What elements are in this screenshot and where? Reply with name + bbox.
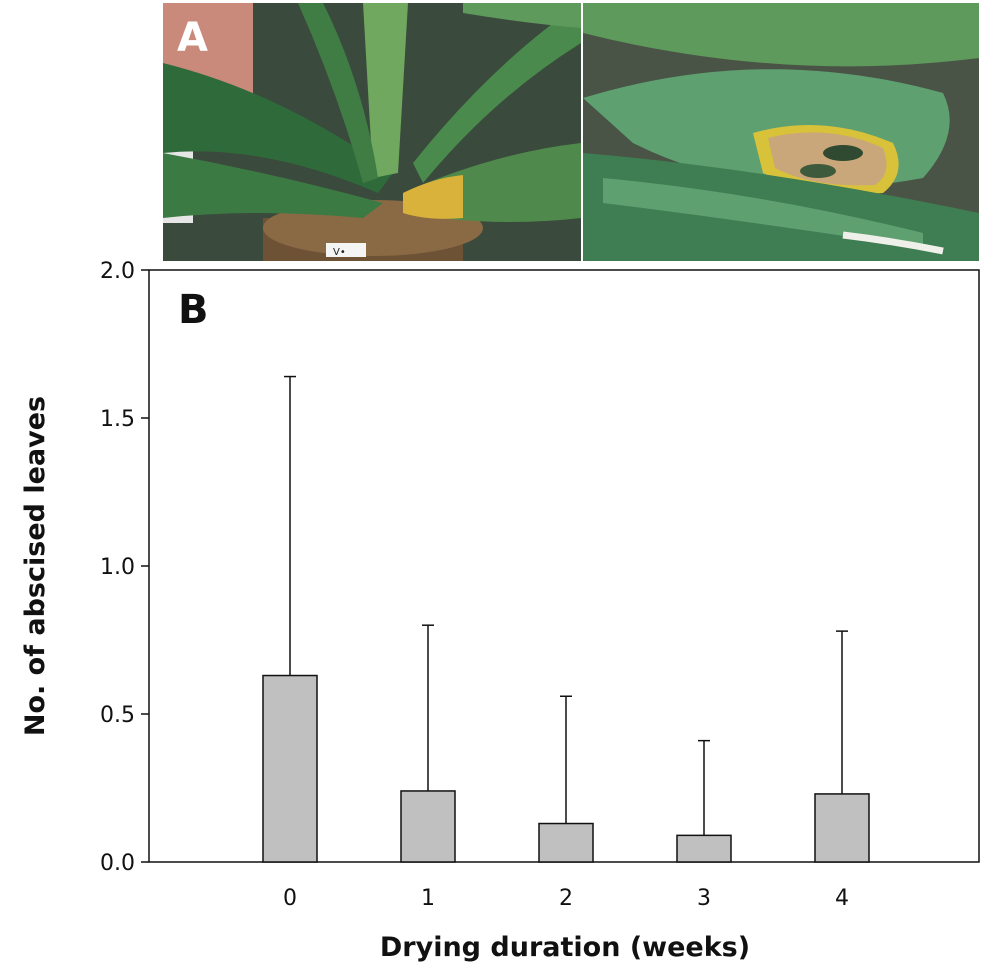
pot-label: V• [333,247,346,258]
bars [262,375,870,863]
photo-left: A V• [163,3,581,261]
y-tick-label: 0.5 [100,703,135,728]
y-tick-label: 1.0 [100,555,135,580]
bar [538,822,594,863]
y-tick-label: 2.0 [100,259,135,284]
y-axis: 0.0 0.5 1.0 1.5 2.0 [100,259,149,876]
photo-right [581,3,979,261]
x-tick-label: 3 [697,886,711,911]
x-tick-label: 2 [559,886,573,911]
y-tick-label: 1.5 [100,407,135,432]
bar [262,674,318,863]
x-axis-title: Drying duration (weeks) [380,932,750,963]
panel-a-photos: A V• [163,3,979,261]
x-tick-label: 4 [835,886,849,911]
bar [400,790,456,863]
panel-b-letter: B [178,287,209,333]
x-tick-label: 0 [283,886,297,911]
x-tick-label: 1 [421,886,435,911]
y-axis-title: No. of abscised leaves [20,396,51,736]
bar [676,834,732,863]
bar [814,793,870,863]
y-tick-label: 0.0 [100,851,135,876]
x-axis: 0 1 2 3 4 [283,886,849,911]
panel-a-letter: A [177,15,208,61]
